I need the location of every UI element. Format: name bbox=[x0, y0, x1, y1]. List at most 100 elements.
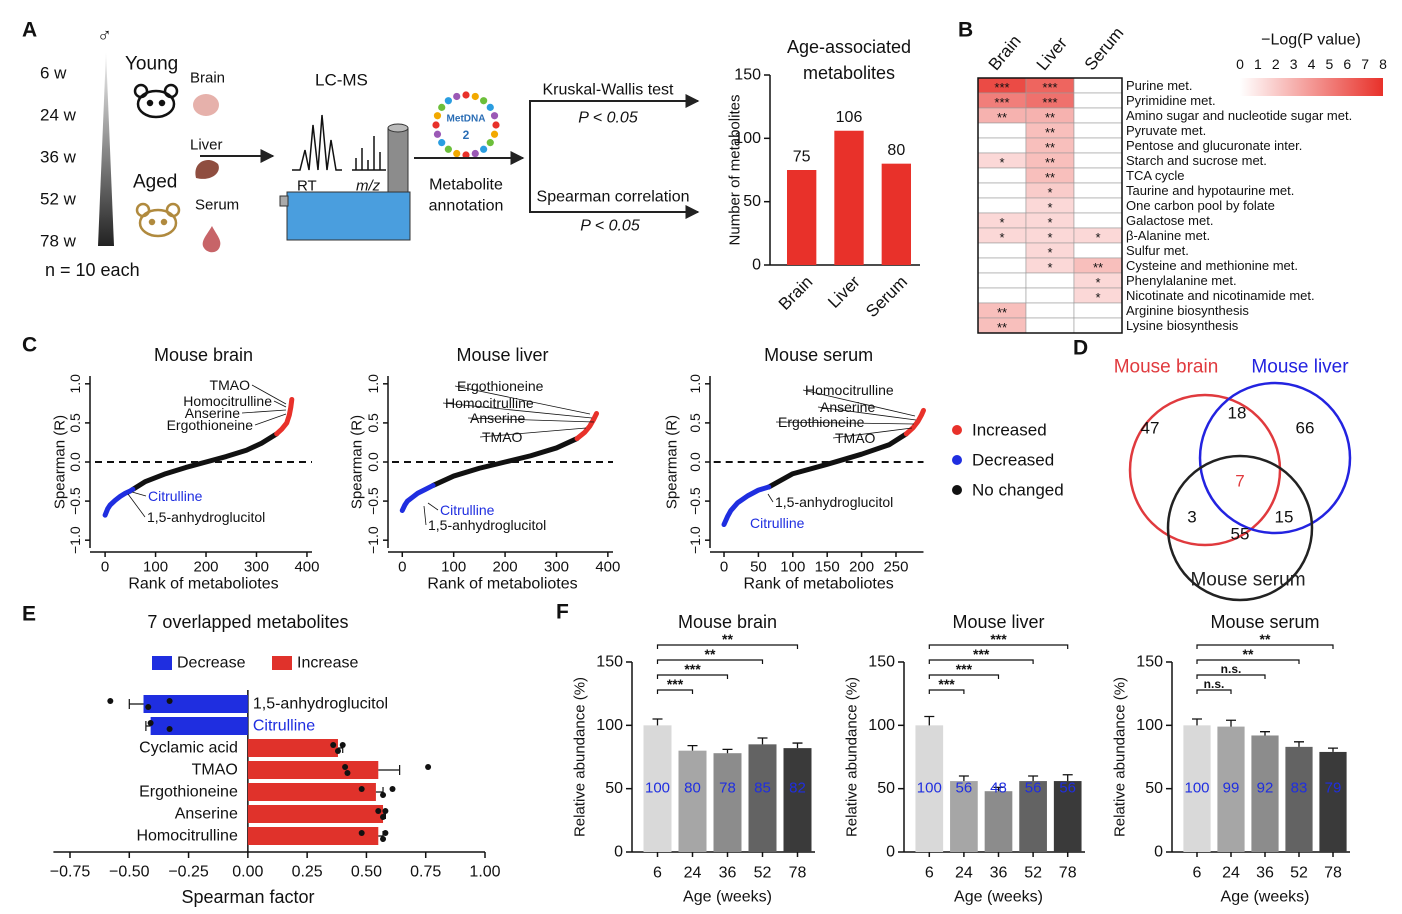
error-bar bbox=[958, 775, 969, 782]
error-bar bbox=[757, 737, 768, 745]
chart-title: Mouse liver bbox=[952, 612, 1044, 632]
legend-label: Increased bbox=[972, 421, 1047, 440]
x-tick-label: 6 bbox=[653, 865, 662, 882]
significance-label: ** bbox=[705, 646, 716, 662]
age-wedge bbox=[98, 52, 114, 246]
colorbar-tick-label: 7 bbox=[1361, 56, 1369, 72]
cell-label: *** bbox=[994, 80, 1009, 95]
x-tick-label: 36 bbox=[1256, 865, 1274, 882]
x-tick-label: 0.00 bbox=[232, 864, 263, 881]
error-bar bbox=[792, 742, 803, 749]
y-axis-label: Relative abundance (%) bbox=[1112, 677, 1129, 837]
significance-label: *** bbox=[667, 676, 684, 692]
schema: 6 w 24 w 36 w 52 w 78 w ♂ Young Aged Bra… bbox=[40, 25, 700, 280]
region-count: 3 bbox=[1187, 508, 1196, 527]
cell-label: ** bbox=[1045, 110, 1055, 125]
error-bar bbox=[722, 748, 733, 754]
data-point bbox=[166, 726, 173, 732]
series-line bbox=[274, 396, 295, 437]
x-tick-label: 78 bbox=[1324, 865, 1342, 882]
value-label: 75 bbox=[793, 149, 811, 166]
instrument-box bbox=[286, 191, 411, 241]
row-label: Pyruvate met. bbox=[1126, 123, 1206, 138]
legend-label: Decrease bbox=[177, 655, 246, 672]
logo-text: 2 bbox=[463, 128, 470, 142]
sex-symbol: ♂ bbox=[97, 25, 112, 47]
cell-label: * bbox=[1047, 185, 1052, 200]
value-label: 48 bbox=[990, 780, 1007, 797]
x-tick-label: 1.00 bbox=[469, 864, 500, 881]
heatmap-cell bbox=[1073, 152, 1123, 169]
heatmap-cell bbox=[1073, 107, 1123, 124]
venn-circle bbox=[1166, 454, 1314, 602]
heatmap-cell bbox=[1025, 272, 1075, 289]
chart-title: Mouse serum bbox=[764, 345, 873, 365]
y-tick-label: 100 bbox=[1136, 717, 1163, 734]
leader-line bbox=[767, 493, 774, 503]
liver-icon bbox=[195, 160, 219, 179]
data-point bbox=[107, 698, 114, 704]
x-tick-label: 52 bbox=[754, 865, 772, 882]
column-label: Serum bbox=[1081, 24, 1128, 75]
x-tick-label: 0 bbox=[720, 559, 728, 576]
cell-label: ** bbox=[997, 320, 1007, 335]
colorbar-tick-label: 1 bbox=[1254, 56, 1262, 72]
row-label: Amino sugar and nucleotide sugar met. bbox=[1126, 108, 1352, 123]
heatmap-cell bbox=[1073, 302, 1123, 319]
y-tick-label: 100 bbox=[734, 130, 761, 147]
chart-title: Mouse liver bbox=[456, 345, 548, 365]
annotation: TMAO bbox=[835, 430, 876, 446]
cell-label: * bbox=[1047, 215, 1052, 230]
legend-label: No changed bbox=[972, 481, 1064, 500]
x-tick-label: 36 bbox=[719, 865, 737, 882]
heatmap-cell bbox=[1073, 197, 1123, 214]
chart-title: 7 overlapped metabolites bbox=[147, 612, 348, 632]
x-tick-label: 6 bbox=[925, 865, 934, 882]
significance-bracket bbox=[928, 689, 965, 694]
legend-swatch bbox=[152, 656, 172, 670]
value-label: 80 bbox=[684, 780, 701, 797]
error-bar bbox=[128, 699, 144, 709]
data-point bbox=[342, 764, 349, 770]
cell-label: * bbox=[999, 230, 1004, 245]
y-tick-label: 0.5 bbox=[365, 413, 381, 433]
y-tick-label: 150 bbox=[868, 654, 895, 671]
heatmap-cell bbox=[1073, 212, 1123, 229]
significance-label: ** bbox=[1260, 631, 1271, 647]
legend-label: Increase bbox=[297, 655, 358, 672]
bar bbox=[713, 753, 742, 852]
cell-label: ** bbox=[1045, 125, 1055, 140]
logo-dot bbox=[471, 92, 479, 101]
logo-dot bbox=[490, 130, 499, 138]
age: 78 w bbox=[40, 232, 77, 251]
data-point bbox=[389, 786, 396, 792]
logo-text: MetDNA bbox=[447, 114, 486, 125]
y-tick-label: 150 bbox=[596, 654, 623, 671]
heatmap-cell bbox=[1073, 122, 1123, 139]
x-tick-label: −0.75 bbox=[50, 864, 91, 881]
error-bar bbox=[924, 715, 935, 726]
cell-label: * bbox=[1047, 230, 1052, 245]
group: Aged bbox=[133, 172, 177, 193]
value-label: 56 bbox=[1025, 780, 1042, 797]
set-label: Mouse liver bbox=[1251, 357, 1349, 378]
y-tick-label: 150 bbox=[734, 67, 761, 84]
data-point bbox=[425, 764, 432, 770]
metdna-logo bbox=[432, 91, 500, 159]
value-label: 83 bbox=[1291, 780, 1308, 797]
leader-line bbox=[127, 493, 146, 518]
tissue: Brain bbox=[190, 70, 225, 87]
leader-line bbox=[454, 385, 591, 415]
venn-circle bbox=[1128, 393, 1282, 547]
annotation: 1,5-anhydroglucitol bbox=[147, 509, 265, 525]
step: annotation bbox=[429, 198, 504, 215]
cell-label: ** bbox=[1093, 260, 1103, 275]
cell-label: * bbox=[999, 215, 1004, 230]
data-point bbox=[334, 748, 341, 754]
y-tick-label: 0.5 bbox=[687, 413, 703, 433]
x-tick-label: 100 bbox=[143, 559, 168, 576]
heatmap-cell bbox=[1073, 242, 1123, 259]
x-tick-label: 0 bbox=[101, 559, 109, 576]
set-label: Mouse brain bbox=[1114, 357, 1219, 378]
bar bbox=[247, 827, 379, 845]
